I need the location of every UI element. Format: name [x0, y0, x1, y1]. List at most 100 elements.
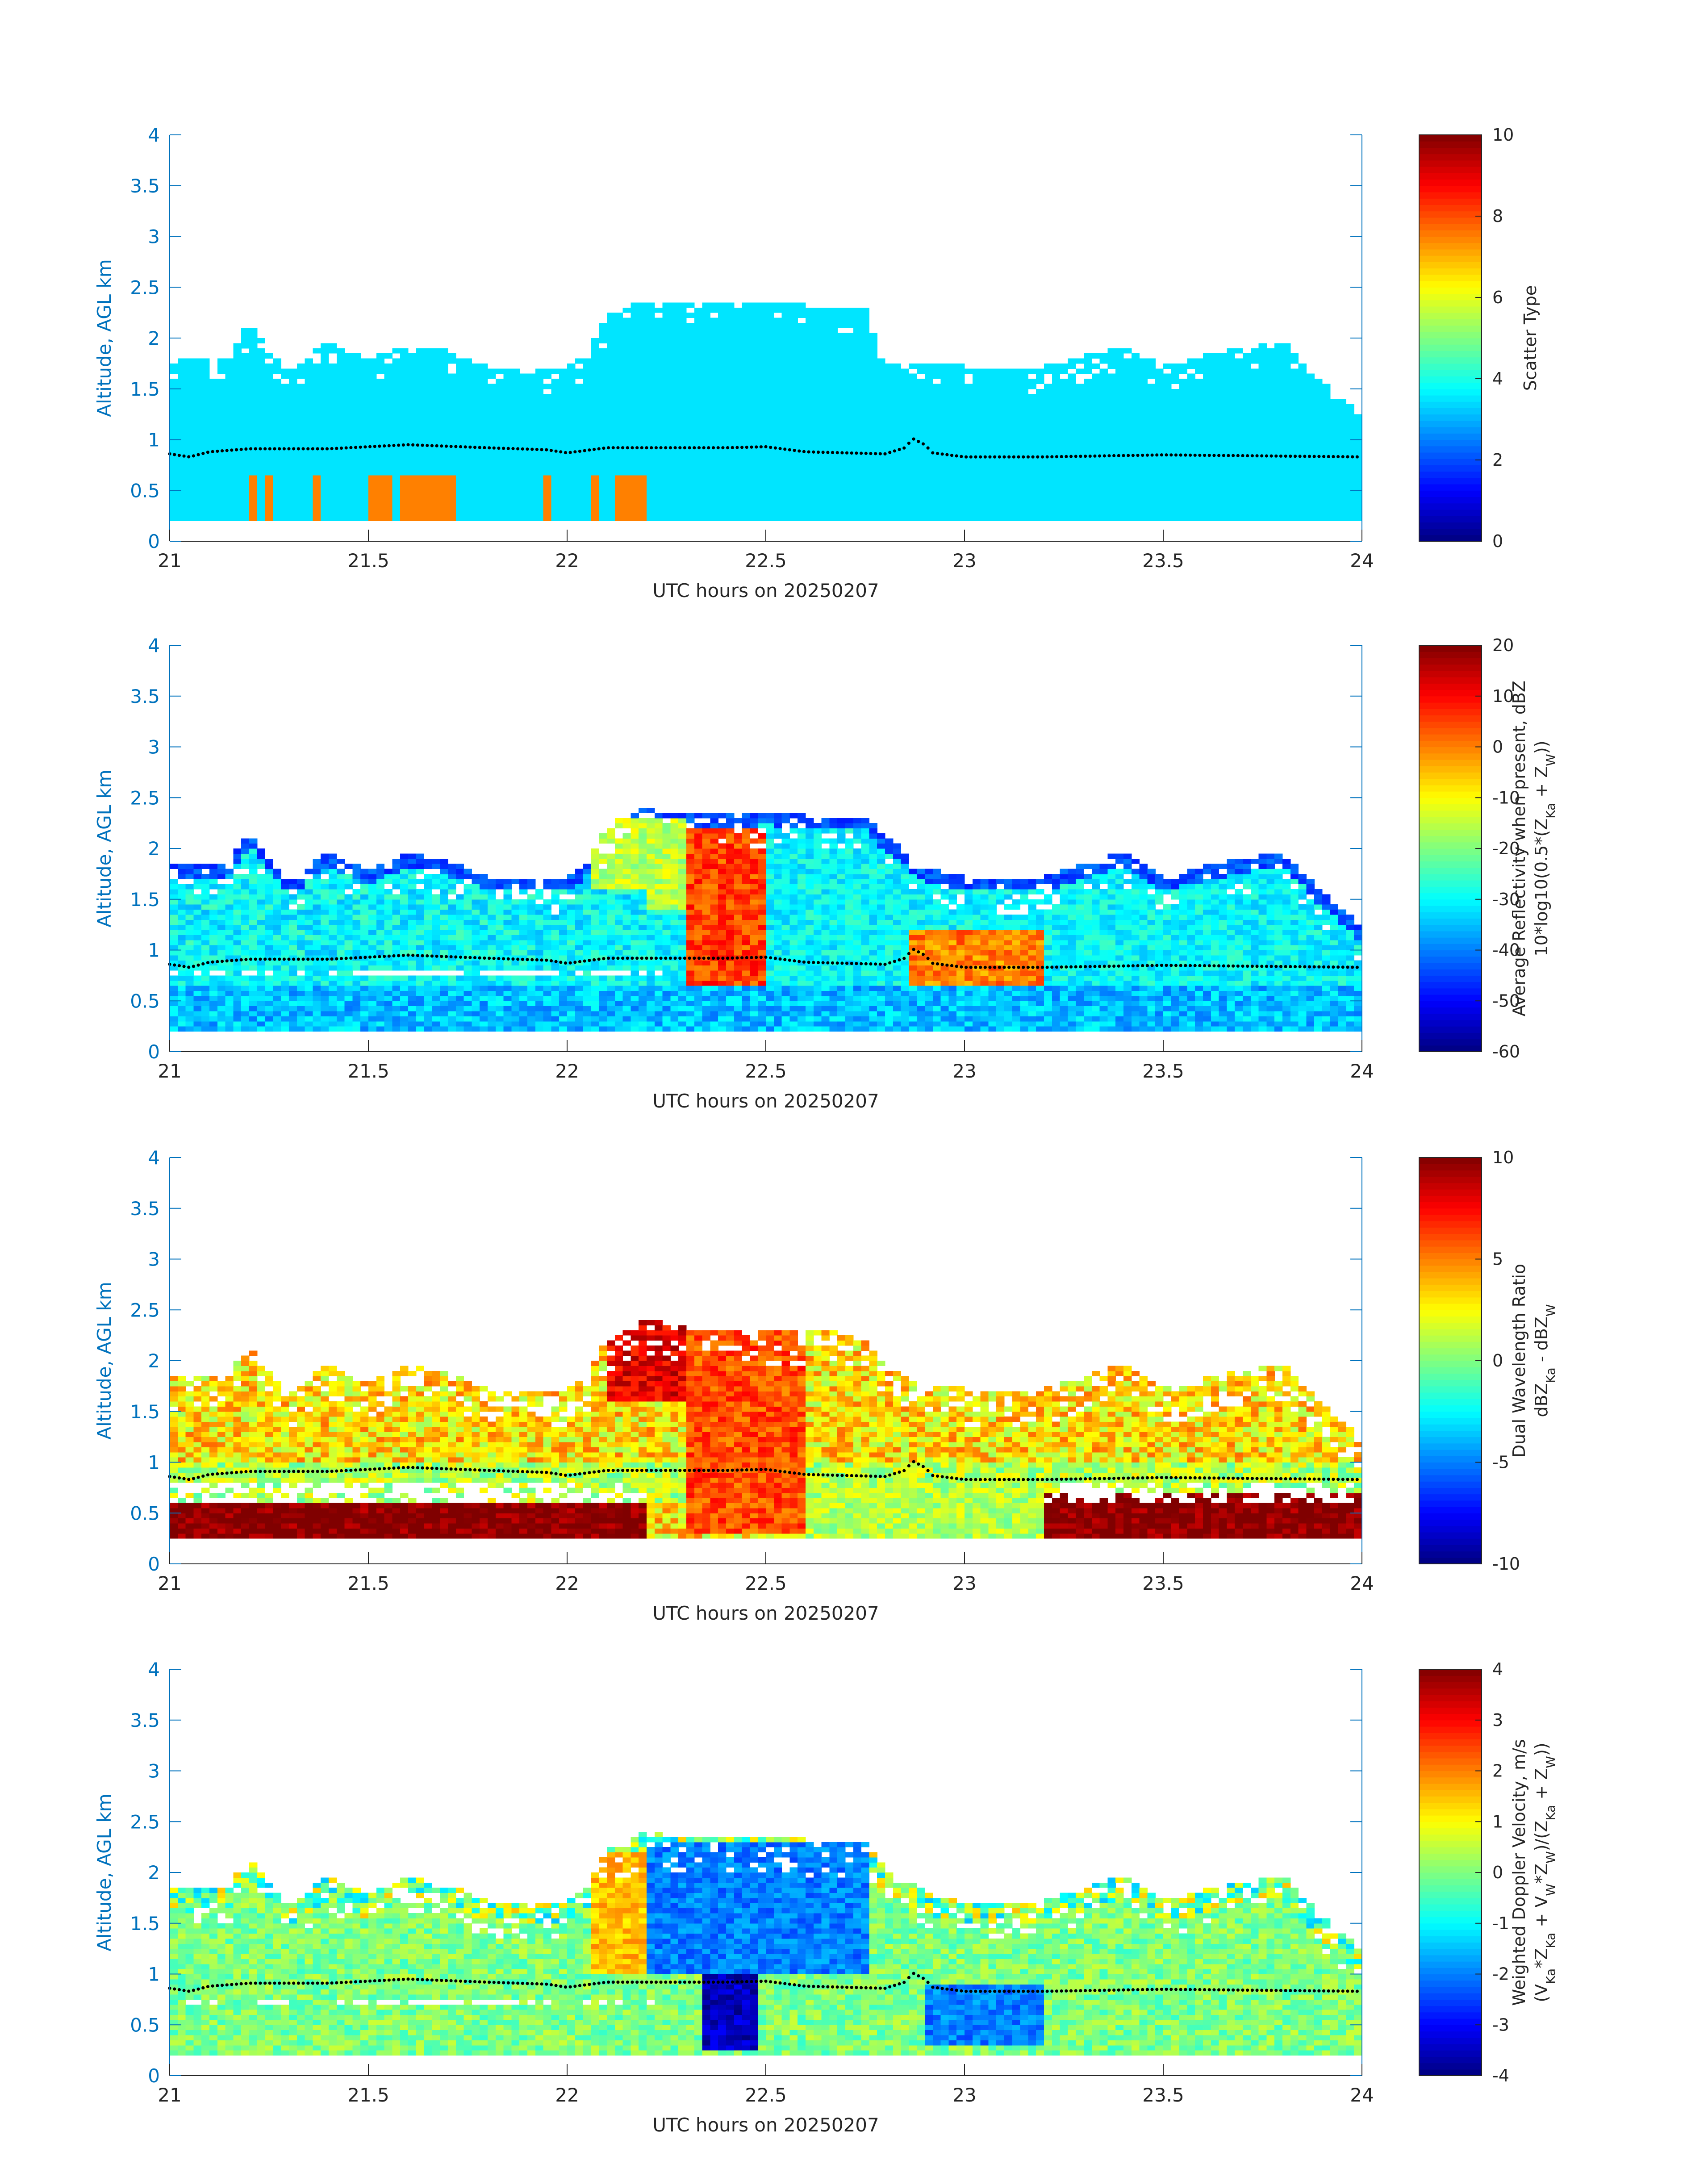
- data-cell: [1187, 419, 1195, 425]
- data-cell: [1068, 516, 1076, 522]
- data-cell: [1314, 470, 1323, 476]
- data-cell: [789, 404, 798, 409]
- data-cell: [932, 414, 941, 420]
- data-cell: [694, 419, 703, 425]
- data-cell: [400, 404, 409, 409]
- data-cell: [177, 465, 186, 471]
- data-cell: [193, 358, 202, 364]
- data-cell: [877, 495, 885, 501]
- data-cell: [209, 506, 218, 511]
- data-cell: [599, 399, 607, 405]
- data-cell: [806, 470, 814, 476]
- data-cell: [313, 460, 321, 465]
- data-cell: [360, 429, 369, 435]
- data-cell: [376, 394, 385, 400]
- data-cell: [806, 328, 814, 334]
- data-cell: [217, 465, 226, 471]
- data-cell: [448, 460, 456, 465]
- data-cell: [495, 485, 504, 491]
- data-cell: [177, 379, 186, 384]
- data-cell: [543, 485, 551, 491]
- data-cell: [201, 435, 210, 440]
- data-cell: [1322, 495, 1331, 501]
- data-cell: [170, 404, 178, 409]
- data-cell: [1060, 394, 1068, 400]
- data-cell: [1052, 384, 1061, 389]
- data-cell: [734, 322, 743, 328]
- data-cell: [305, 373, 313, 379]
- data-cell: [177, 475, 186, 481]
- data-cell: [1004, 404, 1013, 409]
- data-cell: [1195, 384, 1203, 389]
- data-cell: [265, 510, 273, 516]
- data-cell: [845, 439, 854, 445]
- data-cell: [694, 333, 703, 338]
- data-cell: [257, 480, 266, 486]
- data-cell: [567, 439, 576, 445]
- data-cell: [233, 384, 242, 389]
- data-cell: [901, 414, 909, 420]
- data-cell: [988, 510, 997, 516]
- data-cell: [1131, 389, 1140, 394]
- data-cell: [1076, 414, 1084, 420]
- data-cell: [940, 424, 949, 430]
- data-cell: [678, 475, 687, 481]
- data-cell: [781, 368, 790, 374]
- data-cell: [488, 409, 496, 415]
- data-cell: [495, 394, 504, 400]
- data-cell: [241, 363, 250, 369]
- data-cell: [1258, 414, 1267, 420]
- data-cell: [996, 450, 1005, 455]
- data-cell: [185, 419, 194, 425]
- data-cell: [686, 322, 695, 328]
- data-cell: [1306, 485, 1315, 491]
- data-cell: [726, 363, 735, 369]
- data-cell: [336, 501, 345, 506]
- data-cell: [853, 328, 862, 334]
- data-cell: [321, 394, 329, 400]
- data-cell: [217, 424, 226, 430]
- data-cell: [344, 353, 353, 359]
- data-cell: [750, 510, 758, 516]
- data-cell: [1203, 485, 1211, 491]
- data-cell: [1250, 414, 1259, 420]
- data-cell: [980, 384, 989, 389]
- data-cell: [455, 439, 464, 445]
- data-cell: [321, 480, 329, 486]
- data-cell: [622, 506, 631, 511]
- data-cell: [321, 353, 329, 359]
- data-cell: [631, 414, 639, 420]
- data-cell: [948, 450, 957, 455]
- data-cell: [909, 450, 917, 455]
- data-cell: [639, 414, 647, 420]
- data-cell: [1036, 444, 1044, 450]
- data-cell: [1099, 424, 1108, 430]
- data-cell: [1076, 404, 1084, 409]
- data-cell: [559, 506, 568, 511]
- data-cell: [1219, 475, 1227, 481]
- data-cell: [1298, 384, 1307, 389]
- data-cell: [773, 389, 782, 394]
- data-cell: [662, 328, 671, 334]
- data-cell: [241, 379, 250, 384]
- data-cell: [932, 480, 941, 486]
- data-cell: [1330, 501, 1339, 506]
- data-cell: [400, 358, 409, 364]
- data-cell: [368, 424, 377, 430]
- data-cell: [726, 368, 735, 374]
- data-cell: [1028, 379, 1036, 384]
- data-cell: [480, 460, 488, 465]
- data-cell: [686, 475, 695, 481]
- data-cell: [686, 353, 695, 359]
- data-cell: [440, 384, 448, 389]
- data-cell: [821, 429, 830, 435]
- data-cell: [1306, 424, 1315, 430]
- data-cell: [1211, 384, 1219, 389]
- data-cell: [845, 353, 854, 359]
- data-cell: [448, 455, 456, 460]
- data-cell: [1044, 510, 1052, 516]
- data-cell: [829, 460, 838, 465]
- data-cell: [806, 389, 814, 394]
- data-cell: [965, 424, 973, 430]
- data-cell: [1123, 495, 1132, 501]
